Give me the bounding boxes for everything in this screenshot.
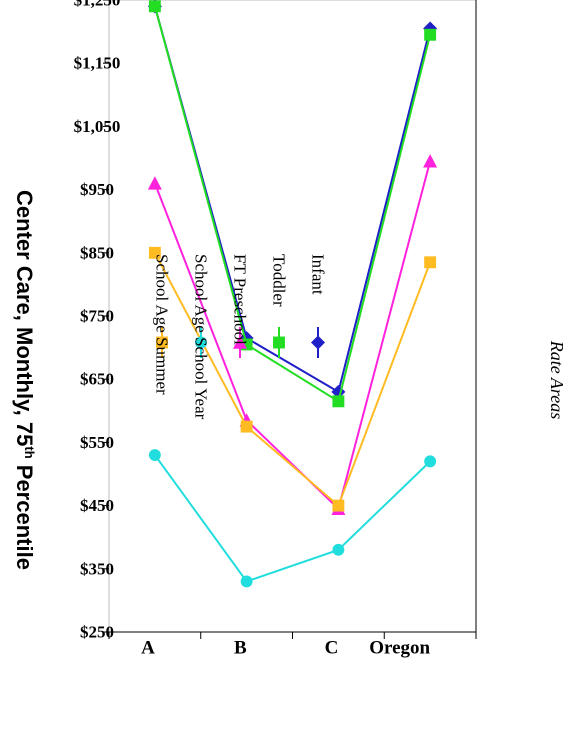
series-line — [154, 454, 431, 583]
chart-title: Center Care, Monthly, 75th Percentile — [12, 190, 37, 570]
legend-item: FT Preschool — [231, 254, 250, 358]
legend-item: Infant — [309, 254, 328, 358]
legend-label: School Age Summer — [153, 254, 172, 395]
legend-item: School Age School Year — [192, 254, 211, 420]
legend-swatch-marker — [195, 336, 207, 349]
legend-label: Toddler — [270, 254, 289, 307]
data-point-marker — [148, 449, 161, 461]
x-axis-title: Rate Areas — [547, 340, 567, 420]
data-point-marker — [423, 154, 438, 168]
data-point-marker — [148, 0, 161, 13]
legend-label: Infant — [309, 254, 328, 295]
data-point-marker — [424, 28, 437, 41]
legend-swatch-marker — [273, 336, 285, 349]
data-point-marker — [332, 499, 345, 512]
series-school-age-school-year — [148, 449, 437, 588]
legend-label: School Age School Year — [192, 254, 211, 420]
legend-swatch-marker — [233, 335, 247, 349]
data-point-marker — [332, 395, 345, 408]
legend-swatch-marker — [156, 336, 168, 349]
legend-swatch-marker — [311, 335, 325, 350]
x-tick-label: Oregon — [369, 638, 430, 659]
y-tick-label: $950 — [80, 180, 114, 199]
data-point-marker — [424, 455, 437, 468]
data-point-marker — [332, 543, 345, 556]
series-line — [153, 6, 432, 403]
y-tick-label: $650 — [80, 370, 114, 389]
x-tick-label: A — [141, 638, 155, 659]
y-tick-label: $1,050 — [74, 117, 121, 136]
x-tick-label: C — [325, 638, 339, 659]
y-tick-label: $250 — [80, 623, 114, 642]
y-tick-label: $750 — [80, 307, 114, 326]
y-tick-label: $850 — [80, 243, 114, 262]
y-tick-label: $1,150 — [74, 54, 121, 73]
legend-item: School Age Summer — [153, 254, 172, 395]
y-tick-label: $450 — [80, 496, 114, 515]
data-point-marker — [424, 256, 437, 269]
x-tick-label: B — [234, 638, 247, 659]
legend-item: Toddler — [270, 254, 289, 358]
series-line — [153, 160, 432, 511]
data-point-marker — [148, 246, 161, 259]
y-tick-label: $1,250 — [74, 0, 121, 10]
data-point-marker — [240, 575, 253, 588]
y-tick-label: $550 — [80, 433, 114, 452]
data-point-marker — [147, 176, 162, 190]
data-point-marker — [240, 420, 253, 433]
legend-label: FT Preschool — [231, 254, 250, 345]
y-tick-label: $350 — [80, 559, 114, 578]
